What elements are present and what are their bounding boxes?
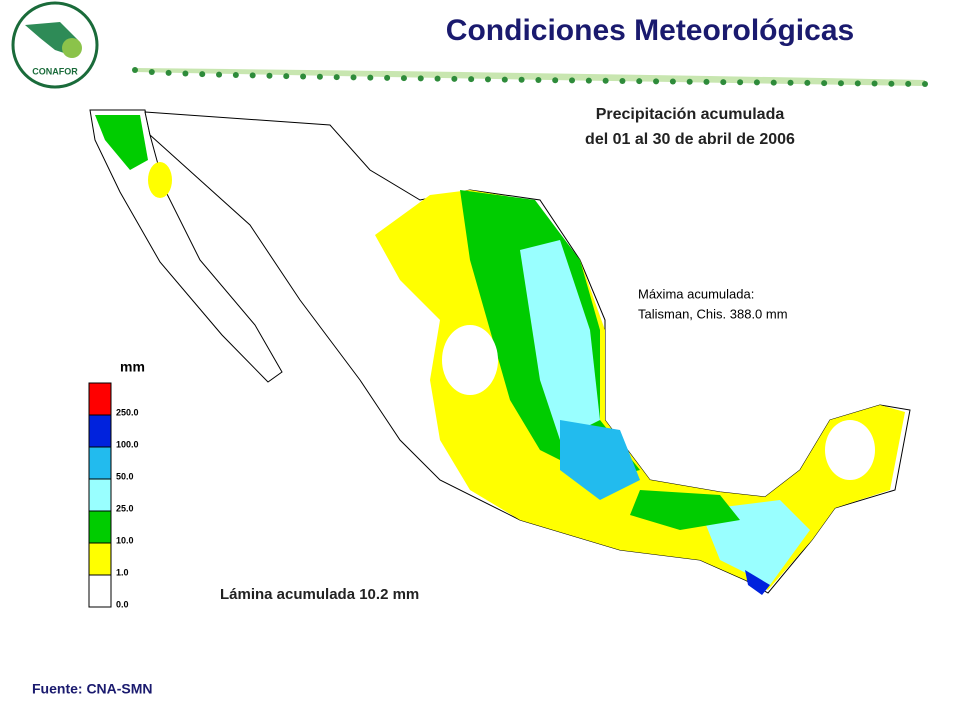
- map-title: Precipitación acumulada: [596, 106, 785, 123]
- decor-band: [135, 68, 925, 86]
- dot: [535, 77, 542, 84]
- dot: [316, 73, 323, 80]
- dot: [737, 79, 744, 86]
- legend-swatch: [88, 542, 112, 576]
- dot: [787, 79, 794, 86]
- dot: [922, 81, 928, 87]
- dot: [367, 74, 374, 81]
- dot: [451, 75, 458, 82]
- legend-swatch: [88, 574, 112, 608]
- dot: [905, 80, 912, 87]
- dot: [804, 79, 811, 86]
- map-summary: Lámina acumulada 10.2 mm: [220, 586, 419, 603]
- legend-label: 1.0: [116, 567, 129, 577]
- dot: [518, 76, 525, 83]
- dot: [199, 71, 206, 78]
- dot: [400, 75, 407, 82]
- dot: [132, 67, 138, 73]
- legend-swatch: [88, 510, 112, 544]
- legend: 250.0 100.0 50.0 25.0 10.0 1.0 0.0: [88, 382, 139, 609]
- dot: [266, 72, 273, 79]
- max-label: Máxima acumulada:: [638, 286, 754, 301]
- dot: [636, 78, 643, 85]
- map: [89, 109, 911, 595]
- dot: [350, 74, 357, 81]
- source: Fuente: CNA-SMN: [32, 681, 153, 697]
- legend-unit: mm: [120, 359, 145, 375]
- dot: [821, 80, 828, 87]
- legend-label: 10.0: [116, 535, 134, 545]
- dot: [484, 76, 491, 83]
- dot: [232, 72, 239, 79]
- dot: [148, 69, 155, 76]
- dot: [552, 77, 559, 84]
- dot: [165, 69, 172, 76]
- legend-swatch: [88, 446, 112, 480]
- dot: [249, 72, 256, 79]
- dot: [703, 78, 710, 85]
- legend-label: 25.0: [116, 503, 134, 513]
- dot: [333, 74, 340, 81]
- dot: [770, 79, 777, 86]
- legend-swatch: [88, 414, 112, 448]
- dot: [468, 76, 475, 83]
- dot: [182, 70, 189, 77]
- dot: [283, 73, 290, 80]
- dot: [384, 74, 391, 81]
- dot: [417, 75, 424, 82]
- dot: [602, 77, 609, 84]
- dot: [434, 75, 441, 82]
- logo: CONAFOR: [11, 1, 99, 89]
- decor-dots: [132, 67, 928, 87]
- logo-text: CONAFOR: [32, 66, 78, 76]
- legend-swatch: [88, 478, 112, 512]
- dot: [837, 80, 844, 87]
- dot: [619, 77, 626, 84]
- map-subtitle: del 01 al 30 de abril de 2006: [585, 131, 795, 148]
- legend-label: 100.0: [116, 439, 139, 449]
- dot: [854, 80, 861, 87]
- dot: [653, 78, 660, 85]
- slide-title: Condiciones Meteorológicas: [446, 14, 854, 47]
- legend-label: 50.0: [116, 471, 134, 481]
- dot: [753, 79, 760, 86]
- legend-label: 250.0: [116, 407, 139, 417]
- dot: [871, 80, 878, 87]
- dot: [888, 80, 895, 87]
- dot: [669, 78, 676, 85]
- dot: [720, 79, 727, 86]
- dot: [585, 77, 592, 84]
- max-value: Talisman, Chis. 388.0 mm: [638, 306, 788, 321]
- dot: [501, 76, 508, 83]
- dot: [569, 77, 576, 84]
- legend-label: 0.0: [116, 599, 129, 609]
- legend-swatch: [88, 382, 112, 416]
- dot: [216, 71, 223, 78]
- dot: [300, 73, 307, 80]
- dot: [686, 78, 693, 85]
